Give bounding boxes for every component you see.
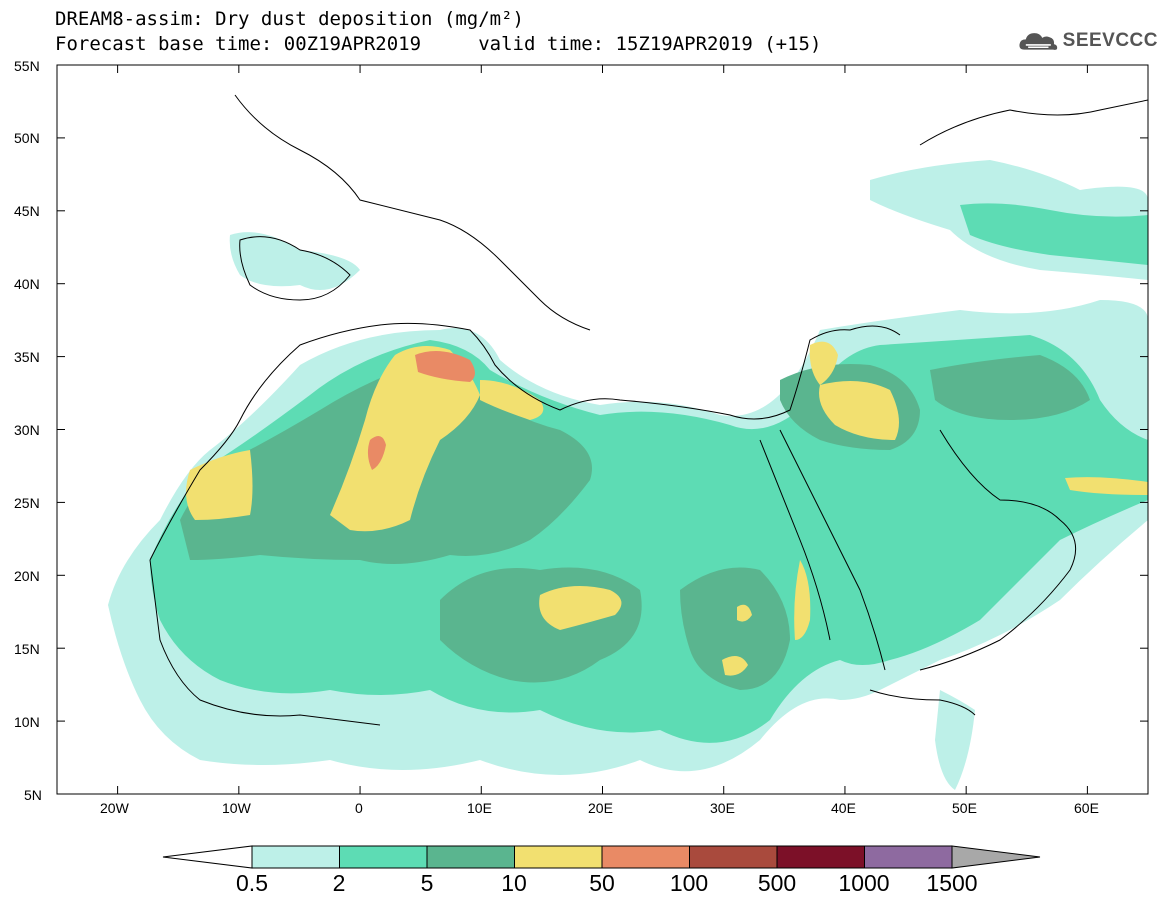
dust-level-10 — [480, 380, 544, 420]
colorbar-label: 50 — [589, 870, 615, 896]
axis-ticks — [57, 64, 1148, 795]
dust-level-50 — [367, 436, 386, 470]
dust-level-10 — [722, 656, 748, 676]
seevccc-logo: SEEVCCC — [1018, 26, 1158, 56]
lon-label: 0 — [355, 800, 363, 816]
colorbar-label: 1500 — [926, 870, 978, 896]
colorbar-label: 10 — [501, 870, 527, 896]
lat-label: 15N — [14, 641, 40, 657]
colorbar-swatch — [601, 845, 690, 869]
colorbar — [162, 845, 1041, 869]
colorbar-label: 1000 — [838, 870, 890, 896]
dust-level-10 — [809, 341, 838, 385]
colorbar-label: 0.5 — [236, 870, 268, 896]
colorbar-label: 2 — [332, 870, 346, 896]
colorbar-swatch — [339, 845, 428, 869]
lat-label: 5N — [24, 787, 42, 803]
colorbar-swatch — [864, 845, 953, 869]
dust-level-10 — [819, 381, 899, 440]
dust-level-5 — [680, 567, 790, 690]
dust-level-5 — [930, 355, 1090, 420]
colorbar-swatch — [776, 845, 865, 869]
lat-label: 30N — [14, 422, 40, 438]
dust-level-0-5 — [229, 232, 360, 290]
dust-deposition-field — [108, 160, 1148, 790]
lon-label: 50E — [952, 800, 977, 816]
lon-label: 30E — [710, 800, 735, 816]
colorbar-label: 100 — [669, 870, 709, 896]
coastlines — [149, 94, 1148, 726]
lon-label: 20W — [100, 800, 129, 816]
dust-level-50 — [415, 351, 475, 382]
colorbar-label: 500 — [757, 870, 797, 896]
colorbar-swatch — [689, 845, 778, 869]
lat-label: 45N — [14, 203, 40, 219]
dust-level-10 — [539, 586, 622, 630]
colorbar-label: 5 — [420, 870, 434, 896]
lon-label: 40E — [831, 800, 856, 816]
colorbar-swatch — [426, 845, 515, 869]
forecast-time-info: Forecast base time: 00Z19APR2019 valid t… — [55, 33, 822, 55]
lat-label: 40N — [14, 276, 40, 292]
lat-label: 50N — [14, 130, 40, 146]
lon-label: 20E — [588, 800, 613, 816]
colorbar-over-arrow — [951, 845, 1041, 869]
dust-level-10 — [186, 450, 253, 520]
lat-label: 25N — [14, 495, 40, 511]
lon-label: 60E — [1074, 800, 1099, 816]
colorbar-under-arrow — [162, 845, 253, 869]
cloud-logo-icon — [1019, 33, 1058, 50]
lat-label: 35N — [14, 349, 40, 365]
colorbar-swatch — [514, 845, 603, 869]
dust-level-10 — [794, 560, 811, 640]
lat-label: 55N — [14, 58, 40, 74]
dust-level-10 — [737, 604, 752, 622]
lon-label: 10E — [467, 800, 492, 816]
logo-text: SEEVCCC — [1062, 30, 1158, 51]
lat-label: 20N — [14, 568, 40, 584]
colorbar-swatch — [251, 845, 340, 869]
dust-level-0-5 — [935, 690, 975, 790]
dust-level-2 — [960, 203, 1148, 265]
dust-level-10 — [1065, 477, 1148, 495]
map-title: DREAM8-assim: Dry dust deposition (mg/m²… — [55, 8, 524, 30]
lon-label: 10W — [222, 800, 251, 816]
lat-label: 10N — [14, 714, 40, 730]
dust-level-10 — [330, 346, 480, 532]
